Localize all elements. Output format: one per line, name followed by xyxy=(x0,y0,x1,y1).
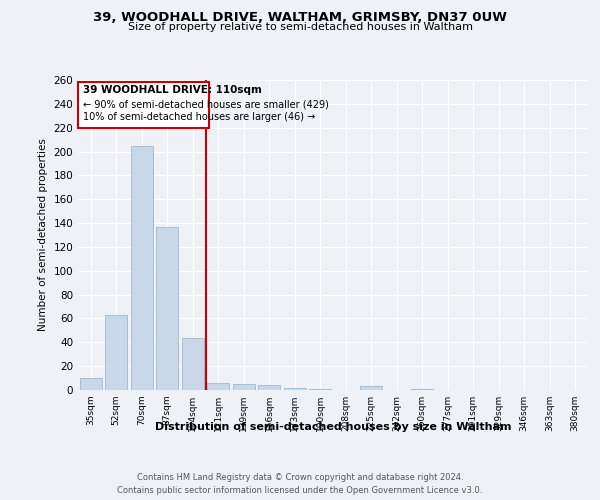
Text: 39, WOODHALL DRIVE, WALTHAM, GRIMSBY, DN37 0UW: 39, WOODHALL DRIVE, WALTHAM, GRIMSBY, DN… xyxy=(93,11,507,24)
Text: Distribution of semi-detached houses by size in Waltham: Distribution of semi-detached houses by … xyxy=(155,422,511,432)
Bar xyxy=(233,384,254,390)
Bar xyxy=(106,315,127,390)
Text: 39 WOODHALL DRIVE: 110sqm: 39 WOODHALL DRIVE: 110sqm xyxy=(83,85,262,95)
Text: Contains HM Land Registry data © Crown copyright and database right 2024.: Contains HM Land Registry data © Crown c… xyxy=(137,472,463,482)
Bar xyxy=(284,388,305,390)
Bar xyxy=(80,378,101,390)
Bar xyxy=(259,385,280,390)
Bar xyxy=(412,389,433,390)
Bar xyxy=(131,146,152,390)
Bar xyxy=(208,383,229,390)
Bar xyxy=(157,226,178,390)
FancyBboxPatch shape xyxy=(78,82,209,128)
Y-axis label: Number of semi-detached properties: Number of semi-detached properties xyxy=(38,138,48,332)
Text: 10% of semi-detached houses are larger (46) →: 10% of semi-detached houses are larger (… xyxy=(83,112,316,122)
Text: Contains public sector information licensed under the Open Government Licence v3: Contains public sector information licen… xyxy=(118,486,482,495)
Text: Size of property relative to semi-detached houses in Waltham: Size of property relative to semi-detach… xyxy=(128,22,473,32)
Bar xyxy=(182,338,203,390)
Text: ← 90% of semi-detached houses are smaller (429): ← 90% of semi-detached houses are smalle… xyxy=(83,99,329,109)
Bar xyxy=(361,386,382,390)
Bar xyxy=(310,389,331,390)
